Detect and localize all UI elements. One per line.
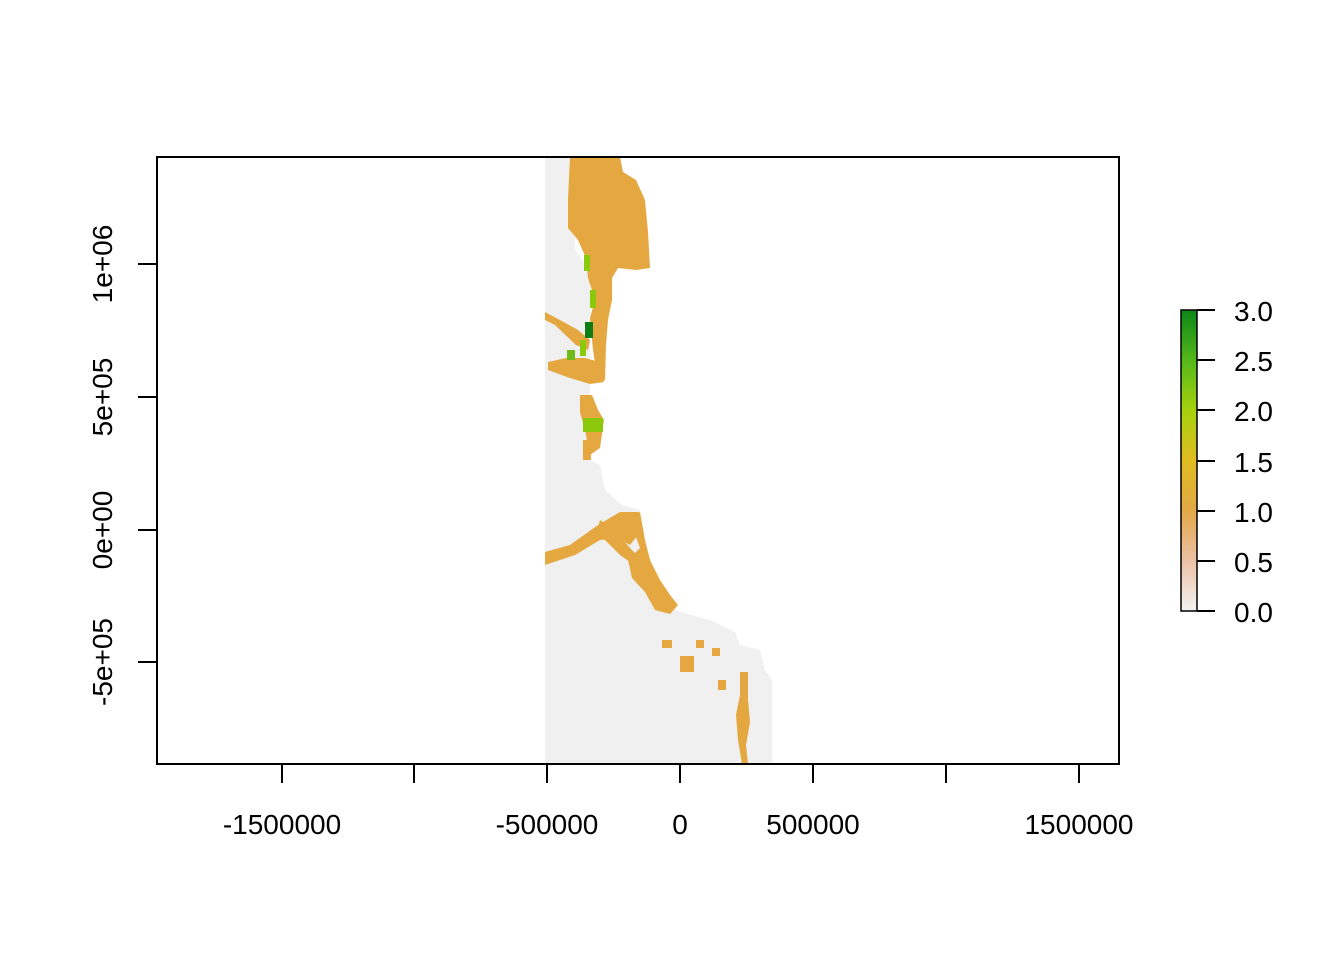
x-tick-label: 1500000: [1024, 809, 1133, 840]
legend-label: 1.0: [1234, 497, 1273, 528]
raster-cell-green: [580, 340, 586, 356]
raster-cell-orange: [662, 640, 672, 648]
x-axis: [281, 763, 1080, 783]
y-tick-label: 0e+00: [87, 491, 118, 570]
x-tick-label: 500000: [766, 809, 859, 840]
y-tick-label: 1e+06: [87, 225, 118, 304]
raster-cell-orange: [583, 440, 591, 460]
y-tick-label: 5e+05: [87, 358, 118, 437]
x-tick-labels: -1500000 -500000 0 500000 1500000: [223, 809, 1134, 840]
raster-region-south-coast: [628, 512, 678, 614]
legend-label: 3.0: [1234, 296, 1273, 327]
raster-region-south-arm: [545, 512, 642, 565]
raster-cell-orange: [696, 640, 704, 648]
raster-region-south-diagonal: [598, 520, 642, 568]
y-tick-label: -5e+05: [87, 618, 118, 706]
raster-cell-darkgreen: [585, 322, 593, 338]
raster-cell-green: [584, 255, 590, 271]
legend-color-bar: [1180, 309, 1198, 612]
legend-ticks: [1197, 309, 1215, 612]
raster-region-arm-upper: [545, 312, 590, 350]
y-tick-labels: 1e+06 5e+05 0e+00 -5e+05: [87, 225, 118, 706]
raster-cell-orange: [718, 680, 726, 690]
raster-cell-green: [583, 418, 603, 432]
raster-layer: [545, 157, 772, 764]
raster-cell-green: [590, 290, 596, 308]
legend-labels: 3.0 2.5 2.0 1.5 1.0 0.5 0.0: [1234, 296, 1273, 628]
legend-label: 1.5: [1234, 447, 1273, 478]
color-legend: 3.0 2.5 2.0 1.5 1.0 0.5 0.0: [1180, 296, 1273, 628]
raster-cell-green: [567, 350, 575, 360]
legend-label: 0.5: [1234, 547, 1273, 578]
raster-region-north: [568, 157, 650, 382]
raster-region-south-strip: [736, 672, 750, 764]
x-tick-label: 0: [672, 809, 688, 840]
legend-label: 0.0: [1234, 597, 1273, 628]
x-tick-label: -1500000: [223, 809, 341, 840]
raster-region-arm-lower: [548, 358, 604, 384]
y-axis: [138, 263, 158, 663]
legend-label: 2.0: [1234, 396, 1273, 427]
x-tick-label: -500000: [496, 809, 599, 840]
raster-cell-orange: [680, 656, 694, 672]
raster-zero-region: [545, 157, 772, 764]
legend-label: 2.5: [1234, 346, 1273, 377]
raster-cell-orange: [712, 648, 720, 656]
